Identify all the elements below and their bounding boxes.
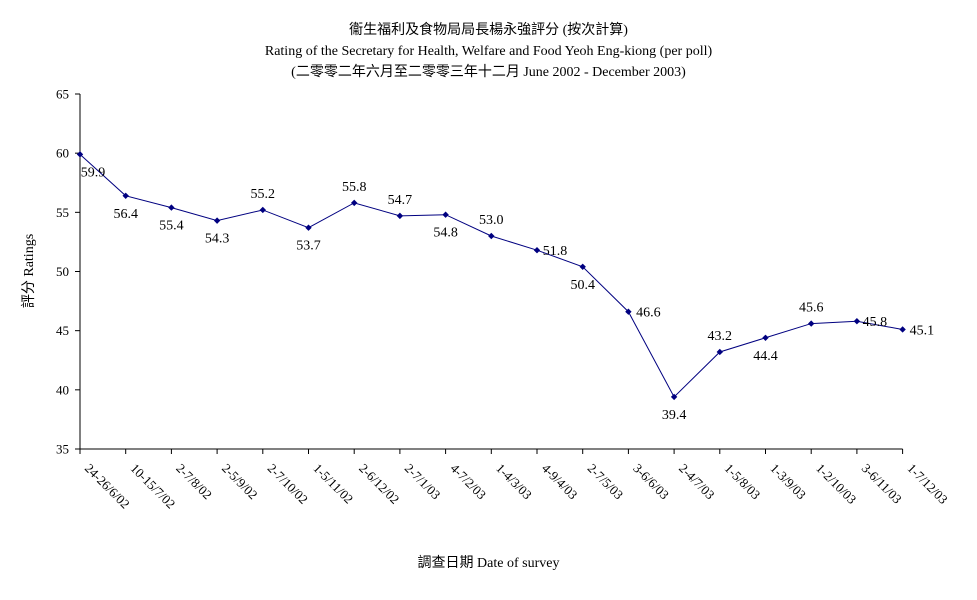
data-point-marker xyxy=(716,348,723,356)
x-tick-label: 1-7/12/03 xyxy=(904,461,950,507)
chart-subtitle: Rating of the Secretary for Health, Welf… xyxy=(264,44,713,59)
chart-titles: 衞生福利及食物局局長楊永強評分 (按次計算) Rating of the Sec… xyxy=(0,20,977,83)
data-point-marker xyxy=(488,232,495,240)
data-label: 51.8 xyxy=(543,244,568,259)
data-label: 55.4 xyxy=(159,219,184,234)
x-tick-label: 4-7/2/03 xyxy=(447,461,489,503)
x-tick-label: 24-26/6/02 xyxy=(82,461,133,512)
data-point-marker xyxy=(579,263,586,270)
chart-title: 衞生福利及食物局局長楊永強評分 (按次計算) xyxy=(349,23,628,38)
y-tick-label: 65 xyxy=(56,87,69,102)
series-line xyxy=(79,153,903,398)
x-tick-label: 2-6/12/02 xyxy=(356,461,402,507)
data-point-marker xyxy=(259,206,266,214)
y-tick-label: 35 xyxy=(56,442,69,457)
y-tick-label: 55 xyxy=(56,205,69,220)
data-point-marker xyxy=(76,151,84,158)
data-label: 45.1 xyxy=(910,323,935,338)
y-tick-label: 45 xyxy=(56,323,69,338)
data-point-marker xyxy=(442,211,449,218)
data-label: 50.4 xyxy=(570,278,595,293)
data-point-marker xyxy=(762,334,769,341)
data-point-marker xyxy=(396,212,404,220)
data-point-marker xyxy=(122,192,129,199)
data-point-marker xyxy=(625,308,632,315)
data-label: 53.0 xyxy=(479,213,504,228)
data-point-marker xyxy=(305,224,312,231)
data-label: 53.7 xyxy=(296,239,321,254)
data-label: 55.2 xyxy=(251,187,276,202)
x-tick-label: 2-7/8/02 xyxy=(173,461,215,503)
chart-subtitle-period: (二零零二年六月至二零零三年十二月 June 2002 - December 2… xyxy=(291,65,686,80)
x-tick-label: 2-5/9/02 xyxy=(219,461,261,503)
data-label: 54.7 xyxy=(388,193,413,208)
x-tick-label: 1-3/9/03 xyxy=(767,461,809,503)
data-point-marker xyxy=(168,204,175,211)
data-point-marker xyxy=(899,326,906,333)
data-label: 43.2 xyxy=(708,329,733,344)
data-point-marker xyxy=(213,217,221,224)
x-tick-label: 2-4/7/03 xyxy=(676,461,718,503)
data-label: 56.4 xyxy=(113,207,138,222)
x-tick-label: 2-7/1/03 xyxy=(402,461,444,503)
y-tick-label: 40 xyxy=(56,382,69,397)
y-tick-label: 50 xyxy=(56,264,69,279)
data-point-marker xyxy=(351,199,358,207)
x-tick-label: 2-7/10/02 xyxy=(265,461,311,507)
x-axis-title: 調查日期 Date of survey xyxy=(417,556,560,571)
x-tick-label: 1-4/3/03 xyxy=(493,461,535,503)
x-tick-label: 1-5/8/03 xyxy=(722,461,764,503)
x-tick-label: 3-6/6/03 xyxy=(630,461,672,503)
x-tick-label: 10-15/7/02 xyxy=(128,461,179,512)
data-point-marker xyxy=(533,247,541,254)
data-label: 44.4 xyxy=(753,349,778,364)
data-label: 39.4 xyxy=(662,408,687,423)
data-label: 55.8 xyxy=(342,180,367,195)
data-label: 45.8 xyxy=(863,315,888,330)
data-label: 59.9 xyxy=(81,165,106,180)
data-label: 46.6 xyxy=(636,306,661,321)
data-point-marker xyxy=(853,318,861,325)
x-tick-label: 3-6/11/03 xyxy=(859,461,905,507)
data-point-marker xyxy=(808,320,815,327)
x-tick-label: 1-2/10/03 xyxy=(813,461,859,507)
data-label: 54.3 xyxy=(205,232,230,247)
x-tick-label: 4-9/4/03 xyxy=(539,461,581,503)
y-tick-label: 60 xyxy=(56,146,69,161)
x-tick-label: 1-5/11/02 xyxy=(310,461,356,507)
data-point-marker xyxy=(670,393,678,401)
x-tick-label: 2-7/5/03 xyxy=(585,461,627,503)
data-label: 54.8 xyxy=(433,226,458,241)
data-label: 45.6 xyxy=(799,301,824,316)
